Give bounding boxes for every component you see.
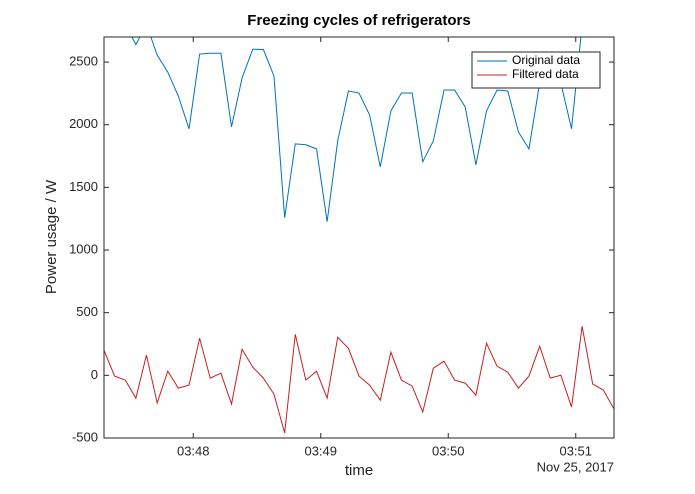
series-line (131, 37, 582, 222)
date-label: Nov 25, 2017 (537, 459, 614, 474)
y-tick-label: 500 (76, 304, 98, 319)
y-tick-label: 2500 (69, 54, 98, 69)
x-tick-label: 03:50 (432, 443, 465, 458)
y-tick-label: 0 (91, 367, 98, 382)
legend-box (471, 51, 601, 89)
y-tick-label: -500 (72, 429, 98, 444)
y-axis-label: Power usage / W (43, 179, 60, 294)
series-line (104, 326, 614, 434)
x-tick-label: 03:49 (304, 443, 337, 458)
axes-box (103, 36, 615, 439)
legend-label: Original data (512, 53, 580, 67)
y-tick-label: 1000 (69, 241, 98, 256)
legend-label: Filtered data (512, 67, 579, 81)
y-tick-label: 2000 (69, 116, 98, 131)
x-tick-label: 03:51 (559, 443, 592, 458)
x-axis-label: time (345, 462, 373, 479)
y-tick-label: 1500 (69, 179, 98, 194)
plot-area (104, 37, 614, 434)
x-tick-label: 03:48 (177, 443, 210, 458)
chart-title: Freezing cycles of refrigerators (247, 12, 470, 29)
